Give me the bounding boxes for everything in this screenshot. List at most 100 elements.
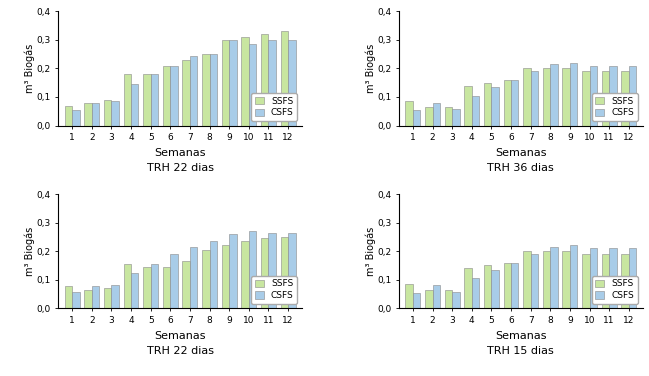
Bar: [511, 80, 519, 126]
Bar: [452, 109, 459, 126]
Bar: [190, 247, 197, 308]
Y-axis label: m³ Biogás: m³ Biogás: [365, 44, 376, 93]
Bar: [182, 261, 190, 308]
Bar: [65, 286, 72, 308]
Bar: [249, 231, 256, 308]
Bar: [484, 83, 491, 126]
Bar: [621, 71, 629, 126]
Bar: [472, 96, 479, 126]
Y-axis label: m³ Biogás: m³ Biogás: [25, 227, 35, 276]
Y-axis label: m³ Biogás: m³ Biogás: [365, 227, 376, 276]
Bar: [570, 246, 578, 308]
Bar: [602, 254, 609, 308]
Bar: [163, 267, 170, 308]
Bar: [249, 44, 256, 126]
Bar: [563, 68, 570, 126]
Bar: [143, 74, 151, 126]
Bar: [210, 54, 217, 126]
Bar: [72, 110, 80, 126]
Bar: [261, 238, 269, 308]
Bar: [241, 37, 249, 126]
Bar: [511, 263, 519, 308]
Bar: [104, 100, 112, 126]
Bar: [629, 248, 636, 308]
Bar: [425, 107, 432, 126]
Bar: [523, 251, 531, 308]
Bar: [269, 233, 276, 308]
Bar: [288, 40, 295, 126]
Bar: [531, 254, 538, 308]
Bar: [413, 110, 421, 126]
Bar: [523, 68, 531, 126]
Legend: SSFS, CSFS: SSFS, CSFS: [251, 93, 297, 121]
Bar: [504, 262, 511, 308]
Bar: [629, 65, 636, 126]
Bar: [531, 71, 538, 126]
Bar: [504, 80, 511, 126]
Bar: [170, 65, 178, 126]
Bar: [570, 63, 578, 126]
Bar: [65, 106, 72, 126]
Bar: [484, 265, 491, 308]
Bar: [464, 268, 472, 308]
Bar: [491, 87, 499, 126]
Bar: [406, 284, 413, 308]
Bar: [222, 246, 229, 308]
Legend: SSFS, CSFS: SSFS, CSFS: [592, 276, 638, 304]
Bar: [288, 233, 295, 308]
Bar: [84, 290, 92, 308]
Bar: [163, 65, 170, 126]
Text: TRH 36 dias: TRH 36 dias: [487, 163, 554, 173]
Bar: [92, 286, 99, 308]
Bar: [151, 264, 158, 308]
Bar: [92, 103, 99, 126]
Text: TRH 15 dias: TRH 15 dias: [487, 346, 554, 356]
X-axis label: Semanas: Semanas: [495, 331, 546, 341]
Bar: [280, 237, 288, 308]
Bar: [602, 71, 609, 126]
Bar: [143, 267, 151, 308]
Bar: [621, 254, 629, 308]
Bar: [563, 251, 570, 308]
Bar: [589, 65, 597, 126]
Bar: [406, 101, 413, 126]
X-axis label: Semanas: Semanas: [154, 148, 206, 158]
Bar: [131, 84, 138, 126]
Bar: [609, 65, 617, 126]
Y-axis label: m³ Biogás: m³ Biogás: [25, 44, 35, 93]
Bar: [104, 288, 112, 308]
Bar: [151, 74, 158, 126]
Bar: [445, 107, 452, 126]
Bar: [432, 103, 440, 126]
Bar: [123, 74, 131, 126]
Bar: [123, 264, 131, 308]
Bar: [210, 241, 217, 308]
X-axis label: Semanas: Semanas: [495, 148, 546, 158]
Bar: [550, 247, 557, 308]
Bar: [472, 278, 479, 308]
Legend: SSFS, CSFS: SSFS, CSFS: [251, 276, 297, 304]
Bar: [269, 40, 276, 126]
Bar: [229, 40, 237, 126]
Bar: [445, 290, 452, 308]
Bar: [452, 292, 459, 308]
Bar: [72, 292, 80, 308]
Bar: [229, 234, 237, 308]
Bar: [190, 56, 197, 126]
Bar: [112, 285, 119, 308]
Bar: [222, 40, 229, 126]
Bar: [261, 34, 269, 126]
Bar: [425, 290, 432, 308]
Bar: [491, 270, 499, 308]
Bar: [182, 60, 190, 126]
Legend: SSFS, CSFS: SSFS, CSFS: [592, 93, 638, 121]
Bar: [241, 241, 249, 308]
Bar: [170, 254, 178, 308]
Bar: [202, 54, 210, 126]
Bar: [112, 101, 119, 126]
Bar: [84, 103, 92, 126]
Bar: [543, 251, 550, 308]
Bar: [550, 64, 557, 126]
Bar: [432, 285, 440, 308]
Text: TRH 22 dias: TRH 22 dias: [147, 346, 214, 356]
